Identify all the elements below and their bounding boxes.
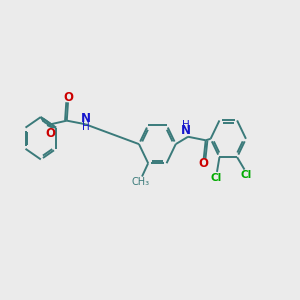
Text: O: O xyxy=(46,127,56,140)
Text: Cl: Cl xyxy=(241,170,252,180)
Text: H: H xyxy=(182,120,190,130)
Text: CH₃: CH₃ xyxy=(132,177,150,188)
Text: O: O xyxy=(198,157,208,170)
Text: N: N xyxy=(81,112,91,125)
Text: N: N xyxy=(181,124,190,137)
Text: H: H xyxy=(82,122,89,131)
Text: Cl: Cl xyxy=(211,173,222,183)
Text: O: O xyxy=(63,91,73,103)
